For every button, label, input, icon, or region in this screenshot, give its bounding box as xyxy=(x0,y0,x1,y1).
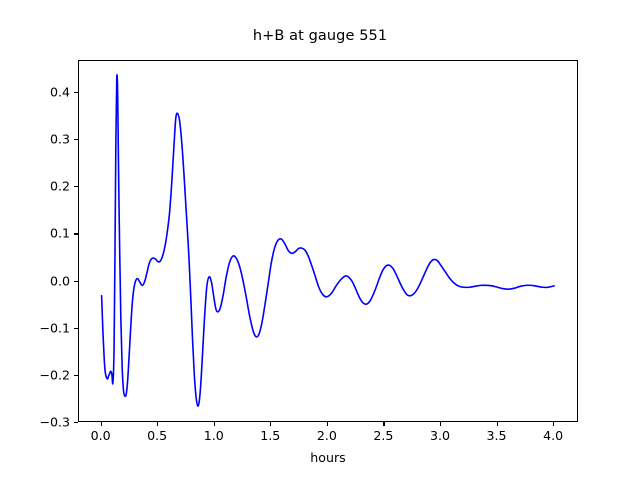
y-tick-label: −0.3 xyxy=(39,414,70,430)
x-tick-label: 3.5 xyxy=(486,428,507,443)
y-tick-mark xyxy=(74,233,78,235)
y-tick-label: −0.2 xyxy=(39,367,70,383)
x-tick-mark xyxy=(213,422,215,426)
x-tick-label: 2.5 xyxy=(373,428,394,443)
y-tick-mark xyxy=(74,280,78,282)
x-tick-mark xyxy=(157,422,159,426)
y-tick-label: 0.0 xyxy=(49,273,70,289)
x-tick-mark xyxy=(496,422,498,426)
x-tick-label: 0.0 xyxy=(90,428,111,443)
x-tick-mark xyxy=(100,422,102,426)
plot-area xyxy=(78,60,578,422)
y-tick-mark xyxy=(74,327,78,329)
y-tick-label: −0.1 xyxy=(39,320,70,336)
line-chart-svg xyxy=(100,74,555,407)
x-tick-label: 1.0 xyxy=(203,428,224,443)
chart-title: h+B at gauge 551 xyxy=(252,28,388,44)
x-tick-label: 3.0 xyxy=(429,428,450,443)
x-tick-label: 1.5 xyxy=(260,428,281,443)
y-tick-mark xyxy=(74,186,78,188)
data-series-line-h-plus-b xyxy=(100,74,555,407)
x-tick-mark xyxy=(553,422,555,426)
x-tick-mark xyxy=(326,422,328,426)
x-axis-label: hours xyxy=(310,450,346,465)
x-tick-label: 4.0 xyxy=(543,428,564,443)
y-tick-label: 0.1 xyxy=(49,225,70,241)
y-tick-label: 0.4 xyxy=(49,84,70,100)
y-tick-mark xyxy=(74,139,78,141)
y-tick-mark xyxy=(74,92,78,94)
y-tick-label: 0.3 xyxy=(49,131,70,147)
y-tick-mark xyxy=(74,374,78,376)
x-tick-mark xyxy=(439,422,442,426)
x-tick-mark xyxy=(270,422,272,426)
y-tick-label: 0.2 xyxy=(49,178,70,194)
x-tick-label: 2.0 xyxy=(316,428,337,443)
y-axis-tick-labels: −0.3 −0.2 −0.1 0.0 0.1 0.2 0.3 0.4 xyxy=(0,0,70,480)
y-tick-mark xyxy=(74,422,78,424)
x-tick-mark xyxy=(383,422,385,426)
x-tick-label: 0.5 xyxy=(147,428,168,443)
